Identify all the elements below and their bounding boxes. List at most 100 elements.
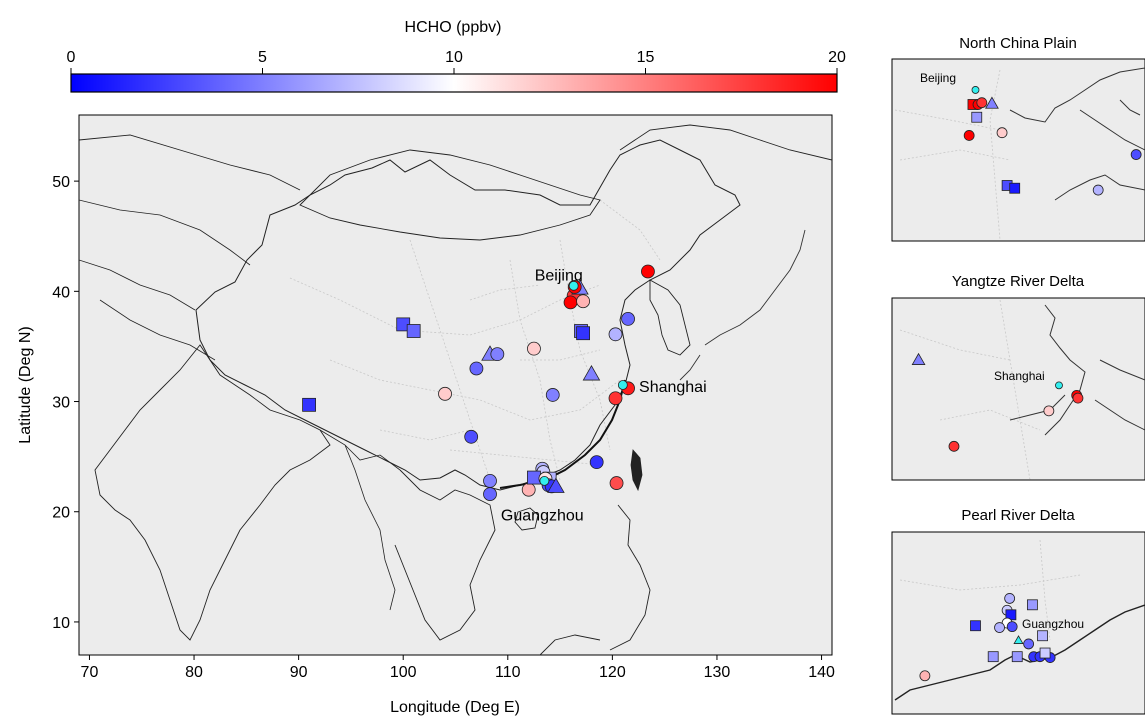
- inset-site-marker: [1130, 149, 1142, 160]
- site-marker: [608, 327, 623, 342]
- site-marker: [617, 380, 628, 390]
- inset-title: Pearl River Delta: [961, 507, 1075, 524]
- site-marker: [582, 365, 601, 381]
- site-marker: [539, 475, 550, 486]
- y-tick-label: 40: [52, 284, 70, 301]
- x-tick-label: 120: [599, 664, 626, 681]
- inset-site-marker: [963, 130, 975, 141]
- colorbar-gradient: [70, 73, 838, 93]
- inset-background: [891, 297, 1145, 481]
- inset-city-label: Beijing: [920, 71, 956, 85]
- inset-geography: Shanghai: [899, 299, 1145, 480]
- site-marker: [483, 473, 497, 488]
- y-axis-ticks: 10 20 30 40 50: [52, 174, 79, 632]
- inset-city-label: Shanghai: [994, 369, 1045, 383]
- inset-sites: [919, 593, 1056, 682]
- inset-site-marker: [1092, 184, 1104, 196]
- inset-site-marker: [919, 670, 931, 682]
- site-marker: [547, 477, 565, 493]
- inset-background: [891, 58, 1145, 242]
- site-marker: [589, 455, 604, 470]
- inset-site-marker: [970, 620, 981, 632]
- inset-title: North China Plain: [959, 35, 1077, 52]
- inset-site-marker: [1072, 392, 1084, 404]
- site-marker: [527, 341, 541, 356]
- inset-site-marker: [1037, 630, 1048, 642]
- korea-outline: [649, 279, 691, 356]
- inset-north-china-plain: North China Plain Beijing: [891, 35, 1145, 242]
- site-marker: [608, 391, 623, 406]
- x-tick-label: 100: [390, 664, 417, 681]
- site-marker: [521, 482, 536, 497]
- inset-site-marker: [1023, 638, 1035, 650]
- x-axis-ticks: 70 80 90 100 110 120 130 140: [81, 655, 835, 681]
- inset-geography: Guangzhou: [894, 539, 1145, 701]
- inset-site-marker: [987, 651, 999, 663]
- inset-site-marker: [971, 111, 983, 123]
- province-borders: [289, 199, 661, 481]
- colorbar-tick-label: 0: [67, 49, 76, 66]
- colorbar-tick-label: 10: [445, 49, 463, 66]
- indochina-outline: [394, 469, 496, 641]
- colorbar-ticks: 0 5 10 15 20: [67, 49, 846, 74]
- colorbar-tick-label: 5: [258, 49, 267, 66]
- site-marker: [609, 476, 624, 490]
- x-tick-label: 140: [808, 664, 835, 681]
- site-marker: [406, 324, 421, 338]
- inset-site-marker: [1039, 647, 1051, 659]
- site-marker: [469, 361, 484, 376]
- y-tick-label: 30: [52, 395, 70, 412]
- main-map-geography: Beijing Shanghai Guangzhou: [79, 124, 832, 655]
- borneo-fragment: [539, 634, 601, 655]
- inset-site-marker: [1009, 182, 1021, 194]
- inset-title: Yangtze River Delta: [952, 273, 1085, 290]
- china-outline: [195, 139, 741, 491]
- inset-sites: [911, 352, 1084, 452]
- inset-site-marker: [994, 622, 1005, 633]
- inset-site-marker: [976, 97, 988, 109]
- colorbar-tick-label: 20: [828, 49, 846, 66]
- inset-site-marker: [948, 440, 960, 452]
- colorbar-title: HCHO (ppbv): [405, 19, 502, 36]
- x-axis-label: Longitude (Deg E): [390, 699, 520, 716]
- inset-site-marker: [984, 96, 999, 109]
- main-map-background: [78, 114, 833, 656]
- bangladesh-myanmar: [319, 429, 401, 611]
- colorbar: HCHO (ppbv) 0 5 10 15 20: [67, 19, 846, 93]
- inset-sites: [963, 86, 1142, 196]
- inset-site-marker: [996, 127, 1008, 139]
- city-label: Shanghai: [639, 379, 707, 396]
- inset-site-marker: [1055, 381, 1063, 390]
- y-tick-label: 10: [52, 615, 70, 632]
- central-asia-borders: [79, 199, 251, 361]
- site-marker: [464, 429, 479, 444]
- city-label: Beijing: [535, 268, 583, 285]
- main-map-sites: [302, 264, 655, 502]
- mongolia-outline: [299, 149, 601, 241]
- inset-pearl-river-delta: Pearl River Delta Guangzhou: [891, 507, 1145, 715]
- x-tick-label: 90: [290, 664, 308, 681]
- site-marker: [576, 294, 590, 309]
- inset-site-marker: [1004, 593, 1016, 604]
- russia-border: [79, 124, 832, 191]
- main-map-city-labels: Beijing Shanghai Guangzhou: [501, 268, 707, 525]
- main-map: Beijing Shanghai Guangzhou 70 80 90 100 110 120…: [17, 114, 835, 716]
- site-marker: [483, 487, 497, 502]
- site-marker: [490, 347, 505, 362]
- y-axis-label: Latitude (Deg N): [17, 326, 34, 443]
- taiwan-outline: [630, 449, 643, 492]
- hainan-outline: [514, 507, 539, 531]
- inset-site-marker: [971, 86, 980, 94]
- inset-geography: Beijing: [894, 67, 1145, 241]
- inset-background: [891, 531, 1145, 715]
- site-marker: [563, 295, 578, 310]
- x-tick-label: 110: [495, 664, 521, 681]
- site-marker: [545, 388, 560, 402]
- india-outline: [94, 344, 331, 641]
- inset-city-label: Guangzhou: [1022, 617, 1084, 631]
- inset-site-marker: [1011, 651, 1023, 663]
- inset-site-marker: [1027, 599, 1038, 611]
- site-marker: [641, 264, 655, 279]
- site-marker: [527, 470, 541, 485]
